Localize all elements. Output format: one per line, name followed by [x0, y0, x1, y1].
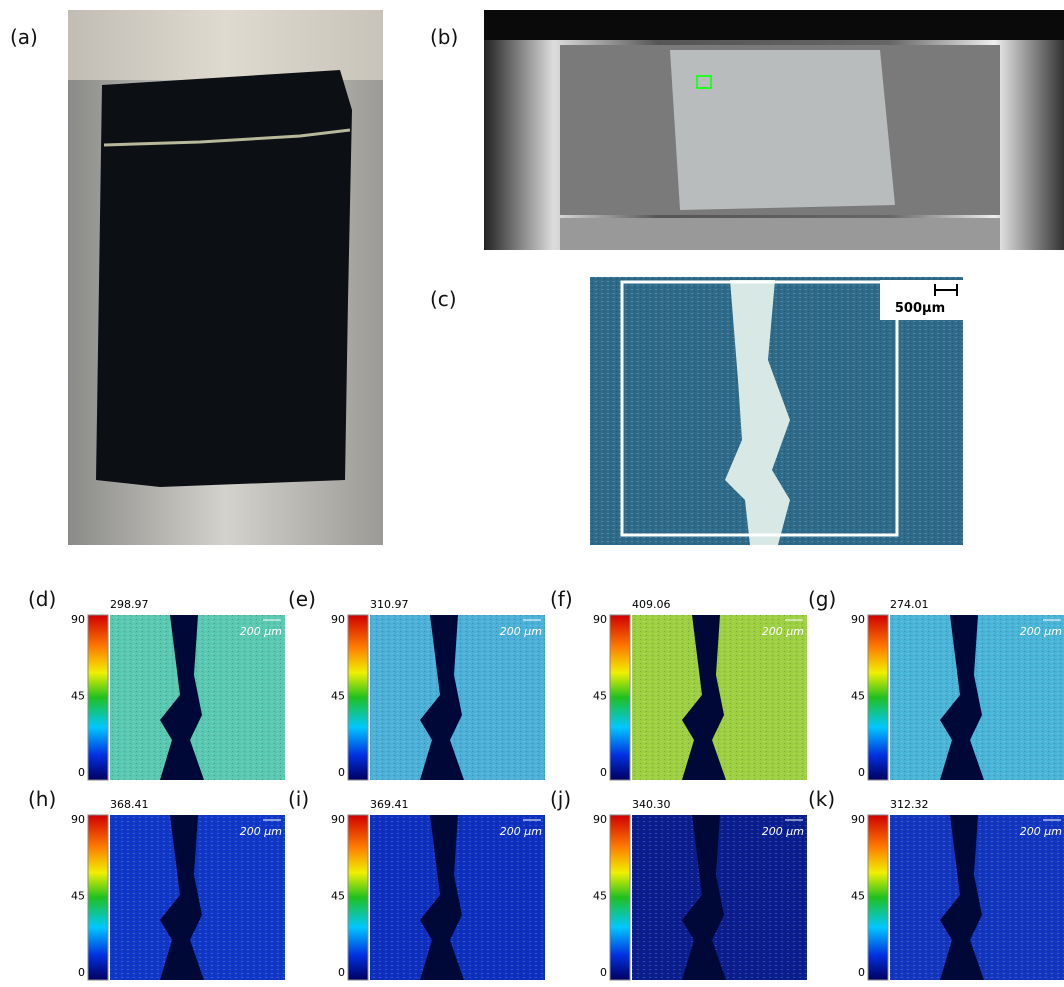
colorbar-tick: 45 [331, 690, 345, 703]
colorbar [347, 614, 369, 781]
map-scale-label: 200 μm [240, 825, 282, 838]
colorbar-tick: 45 [331, 890, 345, 903]
map-scale-label: 200 μm [240, 625, 282, 638]
colorbar [87, 614, 109, 781]
map-header: 369.41 [370, 798, 409, 811]
map-scale-label: 200 μm [1020, 825, 1062, 838]
colorbar-tick: 45 [71, 690, 85, 703]
heatmap-crack [420, 615, 464, 780]
content: 500µm (a) (b) (c) (d) 298.97 90 45 0 200 μm (e… [10, 10, 1064, 981]
panel-label: (k) [808, 787, 835, 811]
panel-label: (j) [550, 787, 571, 811]
map-header: 368.41 [110, 798, 149, 811]
colorbar [867, 614, 889, 781]
panel-label: (b) [430, 25, 458, 49]
colorbar-tick: 0 [78, 966, 85, 979]
map-scale-label: 200 μm [762, 825, 804, 838]
map-header: 274.01 [890, 598, 929, 611]
heatmap-crack [160, 615, 204, 780]
heatmap-crack [940, 815, 984, 980]
roi-marker [696, 75, 712, 89]
map-header: 312.32 [890, 798, 929, 811]
map-header: 298.97 [110, 598, 149, 611]
panel-label: (a) [10, 25, 38, 49]
map-header: 340.30 [632, 798, 671, 811]
photo-c-box [620, 280, 899, 537]
photo-c-feature [725, 280, 790, 545]
photo-b-base [560, 218, 1000, 250]
heatmap-crack [940, 615, 984, 780]
panel-label: (e) [288, 587, 316, 611]
colorbar [87, 814, 109, 981]
heatmap-crack [682, 815, 726, 980]
colorbar-tick: 90 [331, 813, 345, 826]
sample-crack [103, 128, 351, 147]
scale-bar [934, 284, 958, 296]
heatmap-crack [682, 615, 726, 780]
colorbar-tick: 45 [851, 890, 865, 903]
colorbar-tick: 90 [331, 613, 345, 626]
colorbar [609, 614, 631, 781]
colorbar-tick: 0 [600, 966, 607, 979]
colorbar-tick: 0 [78, 766, 85, 779]
colorbar-tick: 0 [858, 766, 865, 779]
map-header: 310.97 [370, 598, 409, 611]
colorbar-tick: 0 [338, 766, 345, 779]
map-scale-label: 200 μm [762, 625, 804, 638]
colorbar-tick: 90 [593, 613, 607, 626]
maps: (d) 298.97 90 45 0 200 μm (e) 310.97 90 45 0 200 μm… [28, 587, 1064, 981]
photo-b-sample [670, 50, 895, 210]
colorbar-tick: 90 [71, 813, 85, 826]
panel-label: (g) [808, 587, 836, 611]
map-scale-label: 200 μm [500, 625, 542, 638]
sample [96, 70, 352, 487]
colorbar-tick: 90 [851, 813, 865, 826]
panel-label: (i) [288, 787, 309, 811]
map-header: 409.06 [632, 598, 671, 611]
panel-label: (h) [28, 787, 56, 811]
colorbar-tick: 90 [71, 613, 85, 626]
colorbar-tick: 45 [593, 690, 607, 703]
scale-box [880, 280, 963, 320]
colorbar-tick: 45 [71, 890, 85, 903]
colorbar [867, 814, 889, 981]
panel-label: (f) [550, 587, 573, 611]
colorbar-tick: 45 [593, 890, 607, 903]
scale-label: 500µm [895, 301, 945, 316]
colorbar-tick: 90 [593, 813, 607, 826]
colorbar-tick: 45 [851, 690, 865, 703]
map-scale-label: 200 μm [500, 825, 542, 838]
heatmap-crack [160, 815, 204, 980]
colorbar-tick: 0 [338, 966, 345, 979]
colorbar [347, 814, 369, 981]
colorbar-tick: 0 [858, 966, 865, 979]
colorbar [609, 814, 631, 981]
map-scale-label: 200 μm [1020, 625, 1062, 638]
panel-label: (d) [28, 587, 56, 611]
colorbar-tick: 90 [851, 613, 865, 626]
panel-label: (c) [430, 287, 457, 311]
photo-a-top [68, 10, 383, 80]
colorbar-tick: 0 [600, 766, 607, 779]
heatmap-crack [420, 815, 464, 980]
